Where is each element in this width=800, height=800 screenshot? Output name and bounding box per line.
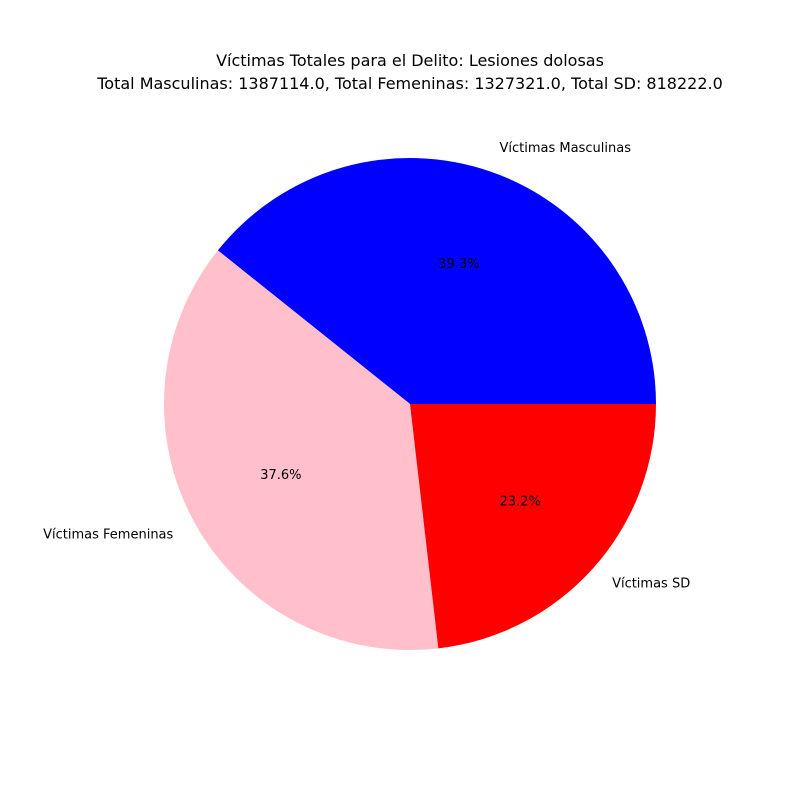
percent-label-victimas-masculinas: 39.3% (438, 257, 479, 272)
chart-title: Víctimas Totales para el Delito: Lesione… (216, 51, 604, 70)
pie-slice-victimas-femeninas (164, 250, 439, 650)
slice-label-victimas-sd: Víctimas SD (612, 576, 690, 591)
pie-slices (164, 158, 656, 650)
slice-label-victimas-femeninas: Víctimas Femeninas (43, 528, 173, 543)
percent-label-victimas-femeninas: 37.6% (260, 468, 301, 483)
pie-slice-victimas-masculinas (217, 158, 656, 404)
chart-subtitle: Total Masculinas: 1387114.0, Total Femen… (96, 74, 723, 93)
pie-slice-victimas-sd (410, 404, 656, 649)
pie-labels: Víctimas Masculinas 39.3% Víctimas Femenin… (43, 141, 690, 591)
percent-label-victimas-sd: 23.2% (500, 495, 541, 510)
slice-label-victimas-masculinas: Víctimas Masculinas (500, 141, 632, 156)
